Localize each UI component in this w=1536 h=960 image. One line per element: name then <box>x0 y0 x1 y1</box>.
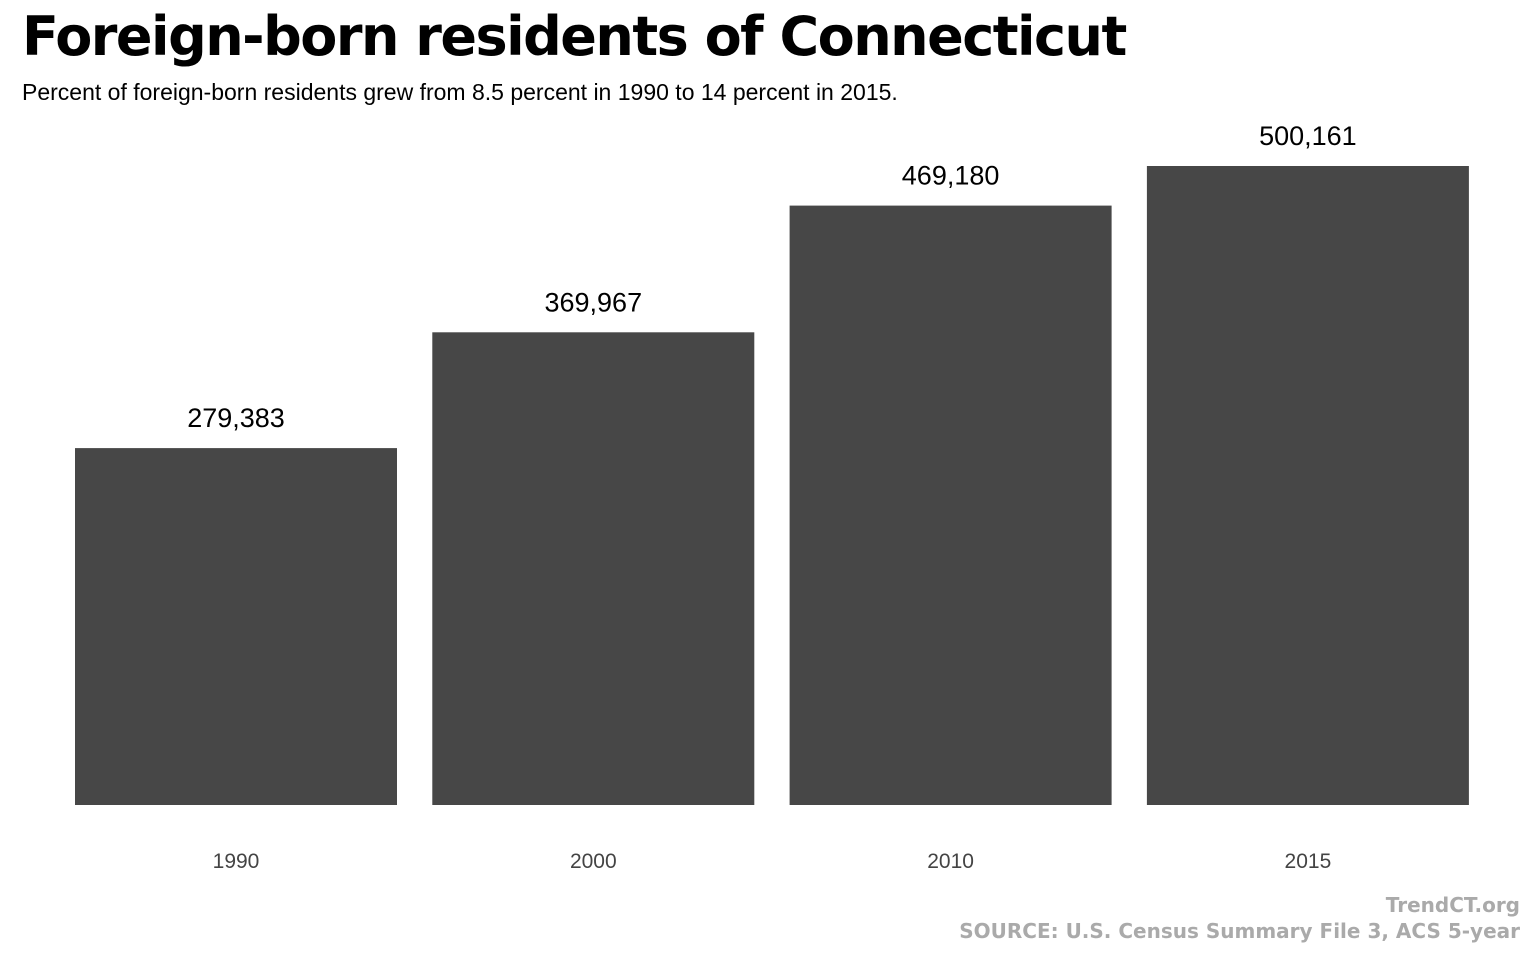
bar-2015 <box>1146 166 1469 805</box>
value-label-2000: 369,967 <box>544 287 642 317</box>
x-tick-label-1990: 1990 <box>213 850 260 873</box>
chart-subtitle: Percent of foreign-born residents grew f… <box>22 79 898 105</box>
x-tick-label-2000: 2000 <box>570 850 617 873</box>
value-label-2015: 500,161 <box>1259 121 1357 151</box>
bar-2010 <box>789 205 1112 806</box>
chart-title: Foreign-born residents of Connecticut <box>22 5 1127 68</box>
x-axis-tick-labels: 1990 2000 2010 2015 <box>213 850 1332 873</box>
x-tick-label-2015: 2015 <box>1285 850 1332 873</box>
source-text: SOURCE: U.S. Census Summary File 3, ACS … <box>959 919 1520 943</box>
bar-1990 <box>75 448 397 805</box>
x-tick-label-2010: 2010 <box>927 850 974 873</box>
bar-2000 <box>432 332 755 805</box>
value-labels-group: 279,383 369,967 469,180 500,161 <box>187 121 1357 433</box>
value-label-1990: 279,383 <box>187 403 285 433</box>
value-label-2010: 469,180 <box>902 161 1000 191</box>
bars-group <box>75 166 1469 806</box>
credit-text: TrendCT.org <box>1385 893 1520 917</box>
